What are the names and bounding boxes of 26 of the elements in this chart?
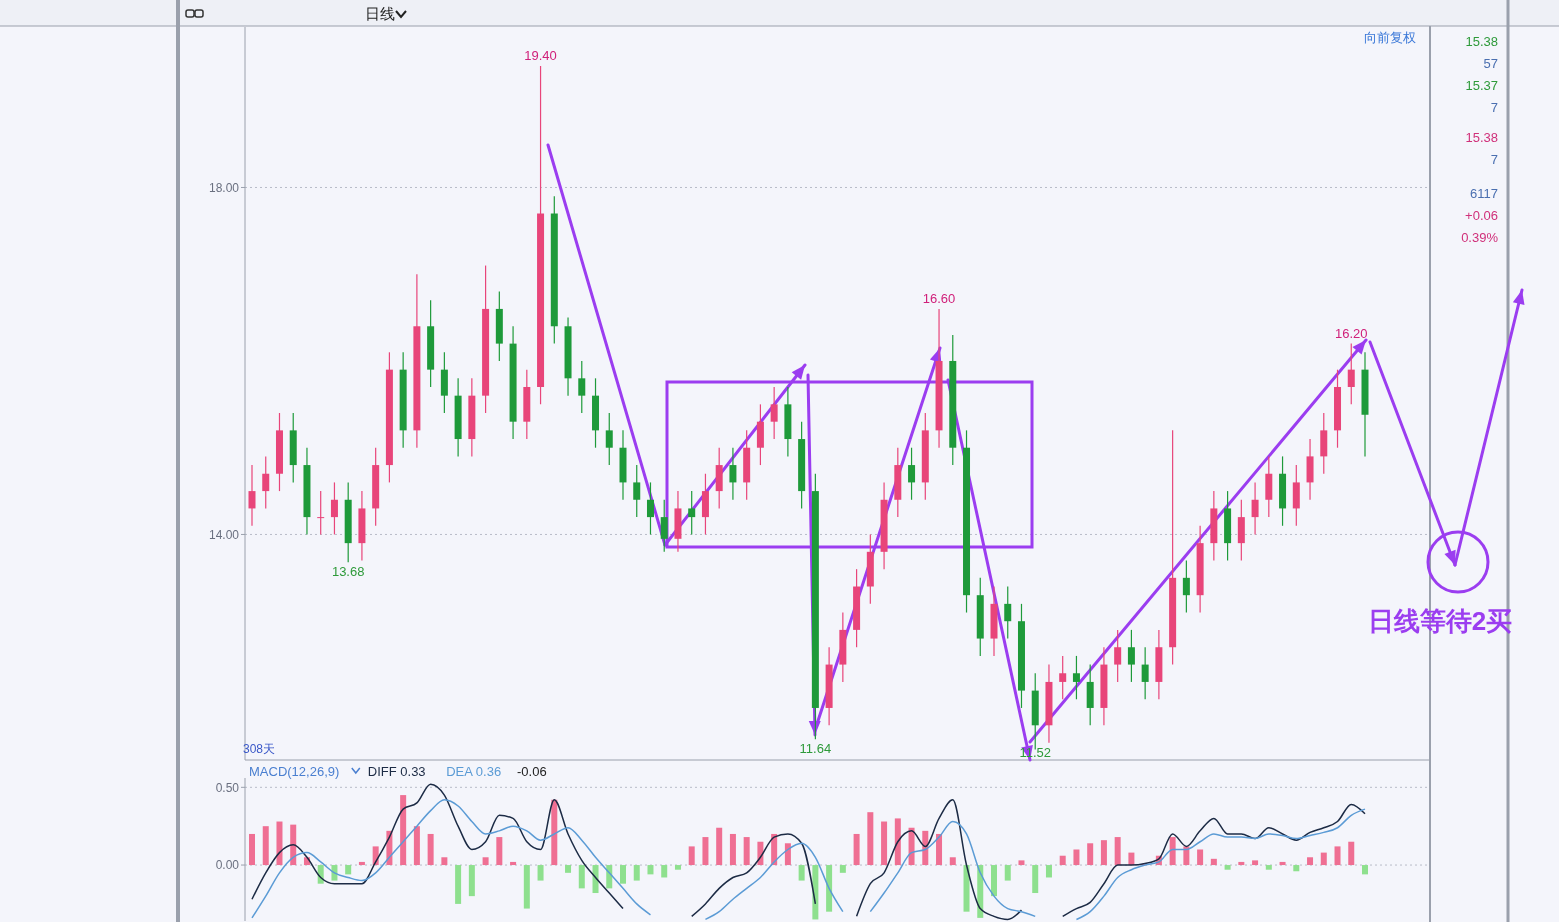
y-tick-label: 0.00 (215, 858, 240, 873)
series-label: DEA 0.36 (446, 764, 502, 779)
annotation: 16.60 (922, 290, 956, 306)
series-label: DIFF 0.33 (367, 764, 426, 779)
annotation: 11.64 (799, 741, 832, 757)
text: 6117 (1470, 186, 1498, 201)
text: 7 (1490, 100, 1498, 115)
annotation: 308天 (243, 742, 276, 756)
annotation: 16.20 (1334, 325, 1368, 341)
text: 7 (1490, 152, 1498, 167)
text: 15.38 (1465, 130, 1498, 145)
chart-subtitle: 日线 (365, 5, 395, 22)
annotation: -0.06 (517, 764, 547, 779)
text: 15.38 (1465, 34, 1498, 49)
text: 15.37 (1465, 78, 1498, 93)
chart-title: MACD(12,26,9) (249, 764, 340, 779)
annotation: 向前复权 (1364, 30, 1416, 45)
y-tick-label: 18.00 (208, 180, 240, 195)
text: 0.39% (1461, 230, 1499, 245)
y-tick-label: 0.50 (215, 780, 240, 795)
text: 57 (1483, 56, 1498, 71)
annotation: 19.40 (524, 48, 557, 64)
text: +0.06 (1465, 208, 1498, 223)
y-tick-label: 14.00 (208, 527, 240, 542)
annotation: 日线等待2买 (1367, 606, 1513, 636)
annotation: 13.68 (331, 564, 365, 580)
